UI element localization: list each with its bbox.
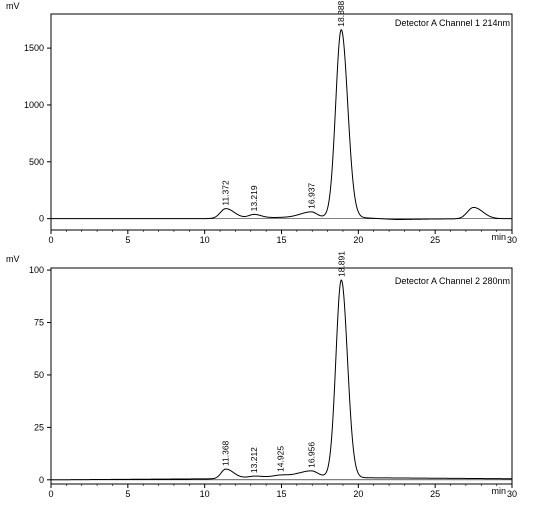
- x-tick-label: 5: [125, 235, 130, 245]
- y-tick-label: 1000: [24, 100, 44, 110]
- signal-trace: [50, 279, 512, 481]
- y-tick-label: 500: [29, 157, 44, 167]
- x-tick-label: 0: [48, 235, 53, 245]
- x-tick-label: 30: [507, 489, 517, 499]
- x-tick-label: 10: [200, 489, 210, 499]
- peak-label: 16.956: [307, 442, 317, 468]
- y-tick-label: 0: [39, 214, 44, 224]
- plot-frame: [50, 13, 513, 231]
- y-tick-label: 1500: [24, 43, 44, 53]
- y-unit-label: mV: [6, 1, 20, 11]
- peak-label: 14.925: [275, 446, 285, 472]
- peak-label: 16.937: [306, 183, 316, 209]
- x-tick-label: 25: [430, 489, 440, 499]
- peak-label: 18.888: [336, 0, 346, 26]
- chromatogram-channel-2: mV Detector A Channel 2 280nm min 0 5 10 15…: [6, 251, 517, 499]
- x-tick-label: 15: [276, 489, 286, 499]
- peak-label: 11.372: [221, 180, 231, 206]
- peak-label: 18.891: [336, 251, 346, 277]
- x-tick-label: 20: [353, 489, 363, 499]
- y-unit-label: mV: [6, 254, 20, 264]
- x-tick-label: 0: [48, 489, 53, 499]
- x-tick-label: 25: [430, 235, 440, 245]
- x-unit-label: min: [491, 486, 506, 496]
- peak-label: 13.212: [249, 447, 259, 473]
- channel-label: Detector A Channel 2 280nm: [395, 276, 510, 286]
- x-tick-label: 5: [125, 489, 130, 499]
- x-tick-label: 20: [353, 235, 363, 245]
- y-tick-label: 25: [34, 422, 44, 432]
- y-tick-label: 75: [34, 318, 44, 328]
- y-tick-label: 0: [39, 475, 44, 485]
- y-tick-label: 50: [34, 370, 44, 380]
- x-unit-label: min: [491, 232, 506, 242]
- chromatogram-channel-1: mV Detector A Channel 1 214nm min 0 5 10 15…: [6, 0, 517, 245]
- signal-trace: [51, 29, 512, 221]
- y-tick-label: 100: [29, 265, 44, 275]
- peak-label: 11.368: [221, 440, 231, 466]
- x-tick-label: 10: [200, 235, 210, 245]
- x-tick-label: 30: [507, 235, 517, 245]
- x-tick-label: 15: [276, 235, 286, 245]
- channel-label: Detector A Channel 1 214nm: [395, 18, 510, 28]
- peak-label: 13.219: [249, 185, 259, 211]
